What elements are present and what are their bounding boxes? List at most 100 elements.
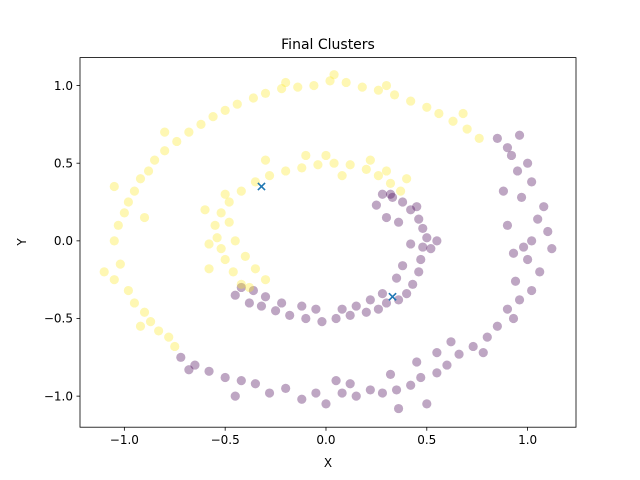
data-point-cluster-0 bbox=[393, 403, 404, 414]
centroid-layer bbox=[257, 182, 397, 301]
data-point-cluster-1 bbox=[228, 267, 238, 277]
y-tick-label: −1.0 bbox=[44, 389, 73, 403]
data-point-cluster-0 bbox=[297, 394, 307, 404]
data-point-cluster-0 bbox=[385, 189, 396, 199]
data-point-cluster-1 bbox=[220, 105, 230, 115]
data-point-cluster-0 bbox=[533, 214, 543, 224]
data-point-cluster-1 bbox=[119, 208, 129, 218]
data-point-cluster-0 bbox=[381, 298, 392, 308]
data-point-cluster-1 bbox=[329, 70, 339, 80]
data-point-cluster-0 bbox=[277, 298, 287, 308]
data-point-cluster-0 bbox=[543, 226, 553, 237]
data-point-cluster-0 bbox=[317, 317, 327, 327]
data-point-cluster-0 bbox=[527, 177, 537, 187]
data-point-cluster-1 bbox=[115, 259, 125, 269]
data-point-cluster-0 bbox=[426, 244, 436, 254]
data-point-cluster-0 bbox=[406, 205, 416, 215]
data-point-cluster-0 bbox=[502, 143, 513, 153]
data-point-cluster-1 bbox=[373, 171, 384, 181]
x-axis-ticks: −1.0 −0.5 0.0 0.5 1.0 bbox=[110, 427, 537, 447]
data-point-cluster-1 bbox=[293, 82, 303, 92]
data-point-cluster-0 bbox=[311, 388, 321, 398]
data-point-cluster-0 bbox=[361, 307, 371, 317]
data-point-cluster-1 bbox=[109, 236, 119, 246]
y-axis-label: Y bbox=[15, 238, 29, 247]
data-point-cluster-1 bbox=[458, 108, 468, 119]
data-point-cluster-0 bbox=[365, 295, 375, 305]
y-tick-label: 0.5 bbox=[54, 156, 73, 170]
data-point-cluster-0 bbox=[236, 282, 246, 293]
data-point-cluster-0 bbox=[391, 385, 402, 395]
data-point-cluster-1 bbox=[164, 332, 174, 342]
data-point-cluster-0 bbox=[256, 301, 267, 311]
data-point-cluster-0 bbox=[498, 186, 509, 196]
data-point-cluster-0 bbox=[204, 366, 214, 376]
data-point-cluster-0 bbox=[422, 399, 432, 409]
data-point-cluster-0 bbox=[365, 385, 375, 395]
data-point-cluster-0 bbox=[506, 150, 517, 161]
data-point-cluster-1 bbox=[373, 85, 384, 95]
data-point-cluster-1 bbox=[212, 233, 222, 243]
data-point-cluster-1 bbox=[389, 90, 400, 100]
points-layer bbox=[99, 70, 557, 414]
data-point-cluster-0 bbox=[285, 310, 295, 320]
data-point-cluster-0 bbox=[393, 295, 404, 305]
data-point-cluster-1 bbox=[220, 254, 230, 265]
data-point-cluster-1 bbox=[325, 76, 335, 86]
data-point-cluster-1 bbox=[297, 163, 307, 173]
data-point-cluster-1 bbox=[301, 150, 311, 161]
y-axis-ticks: −1.0 −0.5 0.0 0.5 1.0 bbox=[44, 79, 80, 403]
data-point-cluster-0 bbox=[301, 313, 311, 324]
data-point-cluster-0 bbox=[547, 244, 557, 254]
data-point-cluster-0 bbox=[331, 313, 341, 324]
x-tick-label: −0.5 bbox=[211, 433, 240, 447]
data-point-cluster-1 bbox=[244, 282, 254, 293]
data-point-cluster-0 bbox=[468, 341, 478, 352]
data-point-cluster-0 bbox=[373, 304, 384, 314]
data-point-cluster-0 bbox=[220, 372, 230, 383]
data-point-cluster-1 bbox=[109, 181, 119, 192]
data-point-cluster-1 bbox=[277, 84, 287, 94]
data-point-cluster-0 bbox=[508, 248, 519, 258]
data-point-cluster-0 bbox=[516, 192, 527, 202]
data-point-cluster-0 bbox=[230, 290, 240, 300]
data-point-cluster-1 bbox=[236, 279, 246, 289]
data-point-cluster-0 bbox=[184, 365, 194, 375]
data-point-cluster-0 bbox=[377, 289, 388, 299]
data-point-cluster-0 bbox=[345, 310, 355, 320]
data-point-cluster-1 bbox=[357, 82, 367, 92]
data-point-cluster-1 bbox=[123, 285, 133, 296]
data-point-cluster-1 bbox=[172, 136, 182, 147]
data-point-cluster-0 bbox=[432, 236, 442, 246]
data-point-cluster-1 bbox=[135, 321, 146, 331]
data-point-cluster-0 bbox=[391, 273, 402, 283]
data-point-cluster-1 bbox=[281, 166, 291, 176]
data-point-cluster-1 bbox=[381, 80, 392, 91]
data-point-cluster-1 bbox=[220, 189, 230, 199]
data-point-cluster-0 bbox=[377, 189, 388, 199]
data-point-cluster-0 bbox=[412, 357, 422, 367]
data-point-cluster-0 bbox=[297, 301, 307, 311]
data-point-cluster-0 bbox=[230, 391, 240, 401]
data-point-cluster-0 bbox=[432, 348, 442, 358]
data-point-cluster-1 bbox=[139, 307, 150, 317]
data-point-cluster-1 bbox=[240, 251, 250, 261]
data-point-cluster-1 bbox=[232, 99, 242, 109]
data-point-cluster-1 bbox=[434, 108, 444, 119]
data-point-cluster-0 bbox=[422, 233, 432, 243]
data-point-cluster-1 bbox=[208, 112, 218, 122]
y-tick-label: −0.5 bbox=[44, 312, 73, 326]
data-point-cluster-0 bbox=[337, 304, 347, 314]
data-point-cluster-0 bbox=[514, 295, 525, 305]
data-point-cluster-0 bbox=[518, 242, 529, 252]
data-point-cluster-1 bbox=[385, 178, 396, 188]
data-point-cluster-1 bbox=[395, 186, 406, 196]
data-point-cluster-1 bbox=[248, 93, 258, 103]
data-point-cluster-1 bbox=[329, 158, 339, 168]
data-point-cluster-0 bbox=[377, 388, 388, 398]
data-point-cluster-1 bbox=[184, 127, 194, 137]
data-point-cluster-0 bbox=[244, 298, 254, 308]
data-point-cluster-0 bbox=[281, 383, 291, 393]
